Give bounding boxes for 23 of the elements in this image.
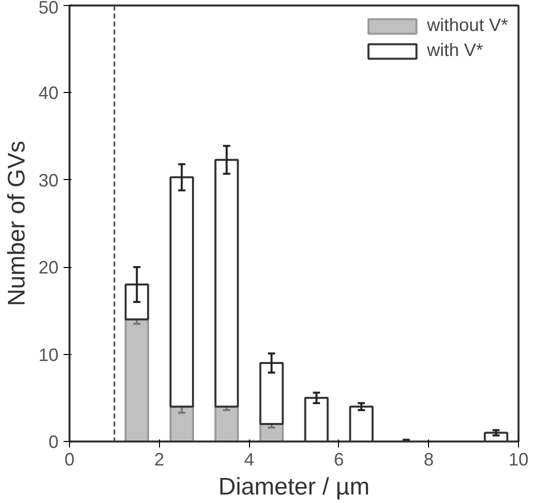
x-tick-label: 2 xyxy=(154,450,164,470)
x-tick-label: 6 xyxy=(334,450,344,470)
x-axis-title: Diameter / µm xyxy=(218,474,370,500)
bar xyxy=(170,176,194,408)
bar xyxy=(214,158,239,408)
legend-label: with V* xyxy=(426,40,483,61)
y-axis-title: Number of GVs xyxy=(3,140,30,306)
bar xyxy=(170,406,194,442)
bar xyxy=(124,284,150,320)
x-tick-label: 8 xyxy=(424,450,434,470)
bar xyxy=(124,318,150,442)
x-tick-label: 0 xyxy=(64,450,75,470)
y-tick-label: 10 xyxy=(38,344,59,365)
y-tick-label: 40 xyxy=(38,83,59,104)
x-tick-label: 4 xyxy=(244,450,254,470)
y-tick-label: 50 xyxy=(38,0,59,18)
y-tick-label: 30 xyxy=(38,170,59,190)
legend-label: without V* xyxy=(426,15,508,36)
y-tick-label: 20 xyxy=(38,258,59,278)
bar xyxy=(259,362,284,426)
bar xyxy=(214,406,239,442)
x-tick-label: 10 xyxy=(508,450,529,470)
y-tick-label: 0 xyxy=(48,432,59,452)
